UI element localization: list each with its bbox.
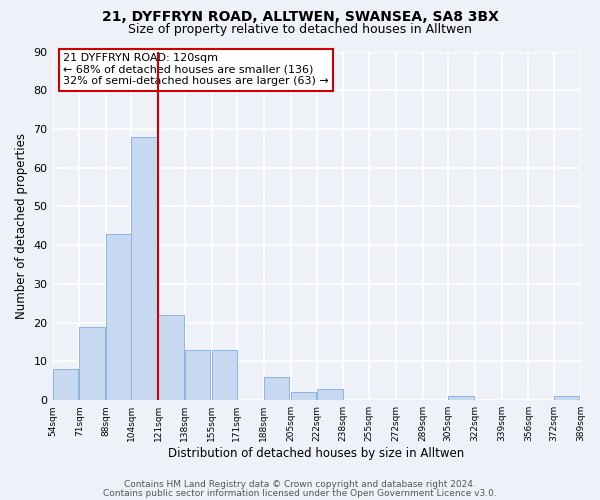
Bar (212, 350, 237, 400)
Bar (79, 326, 105, 400)
Bar (53, 369, 78, 400)
Text: Contains public sector information licensed under the Open Government Licence v3: Contains public sector information licen… (103, 488, 497, 498)
Text: Size of property relative to detached houses in Alltwen: Size of property relative to detached ho… (128, 22, 472, 36)
Bar (131, 136, 157, 400)
Bar (185, 350, 211, 400)
Bar (158, 315, 184, 400)
Bar (448, 396, 473, 400)
Bar (106, 234, 131, 400)
Bar (264, 377, 289, 400)
Bar (554, 396, 579, 400)
Text: 21, DYFFRYN ROAD, ALLTWEN, SWANSEA, SA8 3BX: 21, DYFFRYN ROAD, ALLTWEN, SWANSEA, SA8 … (101, 10, 499, 24)
Text: Contains HM Land Registry data © Crown copyright and database right 2024.: Contains HM Land Registry data © Crown c… (124, 480, 476, 489)
Text: 21 DYFFRYN ROAD: 120sqm
← 68% of detached houses are smaller (136)
32% of semi-d: 21 DYFFRYN ROAD: 120sqm ← 68% of detache… (63, 53, 329, 86)
Bar (290, 392, 316, 400)
Bar (317, 388, 343, 400)
X-axis label: Distribution of detached houses by size in Alltwen: Distribution of detached houses by size … (169, 447, 464, 460)
Y-axis label: Number of detached properties: Number of detached properties (15, 133, 28, 319)
